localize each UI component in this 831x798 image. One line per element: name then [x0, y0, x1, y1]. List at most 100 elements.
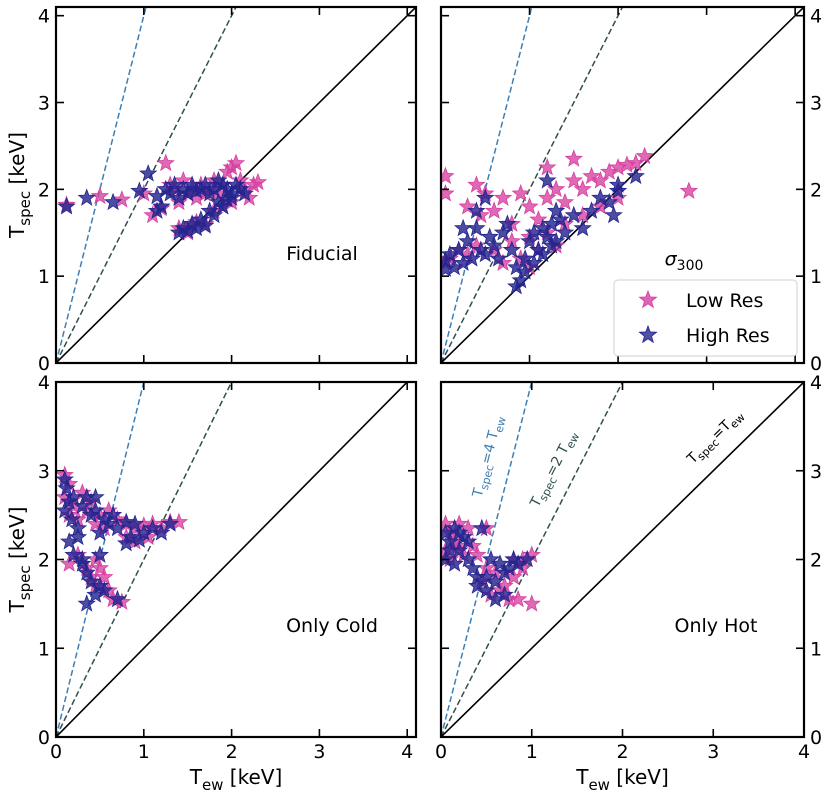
high-res-point — [147, 201, 167, 219]
high-res-point — [573, 218, 592, 237]
low-res-point — [226, 153, 246, 172]
ticks-panel-2 — [55, 381, 416, 738]
x-tick-label: 0 — [50, 741, 62, 763]
high-res-point — [626, 166, 645, 185]
high-res-point — [495, 585, 514, 603]
low-res-point — [90, 186, 110, 205]
low-res-point — [484, 201, 504, 219]
y-tick-label-right: 3 — [810, 93, 822, 115]
y-tick-label-right: 4 — [810, 6, 822, 28]
y-axis-label-unit: [keV] — [5, 132, 29, 191]
panel-annotation: σ300 — [665, 248, 704, 274]
high-res-point — [86, 501, 105, 519]
low-res-point — [564, 149, 583, 167]
high-res-point — [196, 216, 215, 234]
low-res-point — [90, 558, 110, 577]
y-tick-label-right: 1 — [810, 638, 822, 660]
high-res-point — [463, 558, 482, 577]
low-res-point — [511, 184, 530, 202]
y-tick-label-right: 2 — [810, 179, 822, 201]
high-res-point — [538, 227, 557, 245]
y-axis-label-sub: spec — [16, 191, 34, 226]
reference-line-label-1: Tspec=2 Tew — [527, 428, 582, 512]
high-res-point — [117, 533, 136, 552]
high-res-point — [467, 201, 486, 219]
low-res-point — [441, 184, 455, 202]
y-axis-label: Tspec [keV] — [5, 132, 34, 239]
y-tick-label-left: 4 — [38, 372, 50, 394]
low-res-point — [169, 512, 189, 531]
high-res-point — [90, 523, 110, 541]
x-tick-label: 2 — [226, 741, 238, 763]
panel-annotation: Only Cold — [286, 615, 378, 637]
high-res-point — [56, 501, 74, 519]
line-label-sub2: ew — [492, 416, 509, 434]
y-tick-label-left: 1 — [38, 638, 50, 660]
low-res-point — [582, 166, 601, 185]
reference-line-label-2: Tspec=Tew — [684, 407, 748, 470]
x-axis-label: Tew [keV] — [189, 765, 283, 794]
high-res-point — [476, 188, 495, 206]
annotation-text: Fiducial — [286, 243, 358, 265]
high-res-point — [445, 554, 464, 572]
high-res-point — [582, 201, 601, 219]
high-res-point — [449, 523, 469, 541]
x-axis-label-main: T — [189, 765, 203, 789]
y-tick-label-left: 1 — [38, 266, 50, 288]
reference-line-slope-1 — [56, 382, 408, 737]
high-res-point — [486, 589, 505, 608]
x-tick-label: 4 — [798, 741, 810, 763]
high-res-point — [518, 549, 537, 568]
panel-annotation: Fiducial — [286, 243, 358, 265]
legend: Low Res High Res — [613, 279, 798, 357]
high-res-point — [235, 184, 254, 202]
panel-frame-0 — [54, 5, 418, 365]
reference-line-slope-1 — [441, 382, 804, 737]
points-panel-0 — [57, 153, 268, 241]
y-tick-label-left: 2 — [38, 550, 50, 572]
high-res-point — [608, 181, 628, 199]
annotation-subscript: 300 — [677, 258, 704, 274]
panel-frame-2 — [54, 380, 418, 739]
y-axis-label: Tspec [keV] — [5, 507, 34, 614]
low-res-point — [467, 175, 486, 193]
high-res-point — [477, 567, 496, 586]
y-axis-label-main: T — [5, 225, 29, 239]
high-res-point — [484, 236, 504, 254]
high-res-point — [533, 244, 552, 263]
low-res-point — [520, 197, 539, 215]
reference-line-slope-4 — [441, 7, 533, 363]
points-panel-1 — [441, 146, 699, 295]
low-res-point — [608, 188, 628, 206]
reference-line-label-0: Tspec=4 Tew — [470, 414, 509, 501]
high-res-point — [486, 572, 505, 590]
y-tick-label-right: 0 — [810, 727, 822, 749]
low-res-point — [564, 171, 583, 189]
high-res-point — [77, 594, 96, 612]
high-res-point — [555, 223, 575, 241]
high-res-point — [108, 589, 127, 608]
annotation-symbol: σ — [665, 248, 678, 270]
reference-lines-panel-2 — [56, 382, 408, 737]
x-tick-label: 1 — [526, 741, 538, 763]
y-tick-label-left: 3 — [38, 93, 50, 115]
x-tick-label: 1 — [138, 741, 150, 763]
legend-label: Low Res — [686, 290, 763, 312]
line-label-sub2: ew — [564, 431, 583, 451]
high-res-point — [507, 257, 526, 276]
high-res-point — [130, 181, 149, 199]
legend-box — [613, 279, 798, 357]
low-res-point — [635, 146, 654, 165]
x-axis-label-unit: [keV] — [223, 765, 282, 789]
y-tick-label-right: 2 — [810, 550, 822, 572]
high-res-point — [103, 192, 123, 211]
reference-line-slope-2 — [56, 382, 233, 737]
high-res-point — [103, 505, 123, 523]
high-res-point — [56, 469, 74, 488]
high-res-point — [64, 545, 83, 563]
low-res-legend-marker — [638, 289, 658, 309]
high-res-point — [462, 249, 482, 267]
high-res-point — [459, 532, 478, 550]
high-res-point — [476, 244, 495, 263]
reference-line-slope-4 — [56, 7, 147, 363]
